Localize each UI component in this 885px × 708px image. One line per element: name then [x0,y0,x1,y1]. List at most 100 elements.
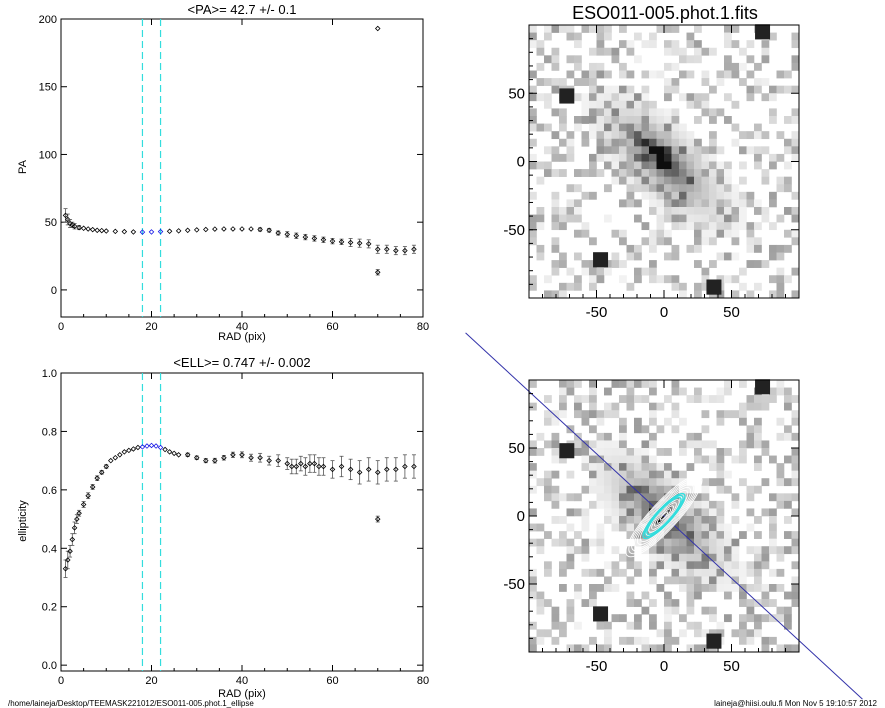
image-bottom-pixel [739,417,747,426]
ell-data-point [347,466,354,473]
image-top-pixel [611,85,620,94]
image-bottom-pixel [701,493,710,502]
image-bottom-pixel [784,621,792,630]
image-bottom-pixel [604,561,612,570]
image-bottom-pixel [641,380,650,388]
image-bottom-pixel [649,387,657,396]
image-bottom-pixel [634,478,642,487]
image-top-pixel [574,184,582,193]
image-top-pixel [679,176,687,185]
image-top-pixel [761,146,770,155]
image-top-pixel [791,229,800,238]
image-top-pixel [679,55,687,64]
image-bottom-pixel [739,576,747,585]
image-top-pixel [694,222,702,231]
image-top-pixel [709,146,717,155]
image-bottom-pixel [641,508,650,517]
image-bottom-pixel [709,478,717,487]
image-bottom-pixel [754,553,762,562]
image-top-pixel [709,191,717,200]
image-top-pixel [791,85,800,94]
image-top-pixel [784,229,792,238]
image-top-pixel [536,62,545,71]
image-bottom-pixel [581,546,590,555]
image-bottom-pixel [791,591,800,600]
ell-data-point [71,525,78,531]
image-top-pixel [694,146,702,155]
ell-panel: <ELL>= 0.747 +/- 0.002 RAD (pix) ellipti… [17,355,429,700]
image-top-pixel [634,55,642,64]
image-top-pixel [791,32,800,41]
image-bottom-pixel [679,417,687,426]
image-top-pixel [686,138,695,147]
image-bottom-pixel [679,561,687,570]
pa-outlier-point [374,25,381,32]
image-bottom-pixel [671,561,680,570]
image-top-pixel [626,146,635,155]
image-top-pixel [724,62,732,71]
image-bottom-pixel [574,508,582,517]
image-top-pixel [536,78,545,86]
image-bottom-pixel [746,614,755,623]
image-bottom-pixel [581,395,590,403]
image-top-x-tick-label: -50 [586,304,608,321]
image-top-pixel [709,47,717,56]
image-top-pixel [769,116,777,124]
image-top-pixel [664,207,672,215]
image-top-pixel [791,62,800,71]
image-bottom-pixel [544,599,552,607]
image-bottom-pixel [544,568,552,577]
image-bottom-pixel [791,417,800,426]
image-bottom-pixel [551,500,560,509]
image-top-pixel [559,207,567,215]
image-bottom-pixel [626,546,635,555]
image-top-pixel [694,214,702,223]
image-bottom-pixel [566,380,575,388]
image-bottom-pixel [619,448,627,456]
image-bottom-pixel [529,448,537,456]
image-top-pixel [551,78,560,86]
pa-data-point [239,226,245,232]
image-top-pixel [529,123,537,132]
image-bottom-pixel [709,561,717,570]
image-top-pixel [731,70,740,79]
image-bottom-pixel [581,455,590,464]
image-bottom-pixel [686,508,695,517]
image-bottom-pixel [611,584,620,592]
image-top-pixel [566,70,575,79]
ell-data-point [148,442,155,449]
image-bottom-pixel [619,395,627,403]
image-top-pixel [649,229,657,238]
image-top-pixel [634,169,642,177]
image-top-pixel [634,123,642,132]
image-top-pixel [574,40,582,49]
image-bottom-pixel [709,584,717,592]
image-bottom-pixel [619,440,627,449]
image-bottom-pixel [709,614,717,623]
image-bottom-pixel [551,621,560,630]
image-top-pixel [649,275,657,284]
image-bottom-pixel [716,410,725,419]
image-top-pixel [671,161,680,170]
image-bottom-pixel [784,455,792,464]
image-top-pixel [769,222,777,231]
ell-chart-title: <ELL>= 0.747 +/- 0.002 [173,355,310,370]
image-top-pixel [724,161,732,170]
image-top-pixel [746,85,755,94]
image-top-pixel [664,161,672,170]
image-bottom-pixel [686,546,695,555]
ell-data-point [98,469,105,476]
image-top-pixel [679,131,687,140]
image-bottom-pixel [784,425,792,434]
image-bottom-y-tick-label: -50 [503,576,525,593]
image-top-pixel [664,108,672,117]
image-top-pixel [604,123,612,132]
image-top-pixel [724,191,732,200]
image-bottom-pixel [649,614,657,623]
image-bottom-pixel [716,448,725,456]
image-top-pixel [596,108,605,117]
image-bottom-pixel [596,463,605,471]
image-top-pixel [754,207,762,215]
image-bottom-pixel [716,478,725,487]
image-top-pixel [626,138,635,147]
